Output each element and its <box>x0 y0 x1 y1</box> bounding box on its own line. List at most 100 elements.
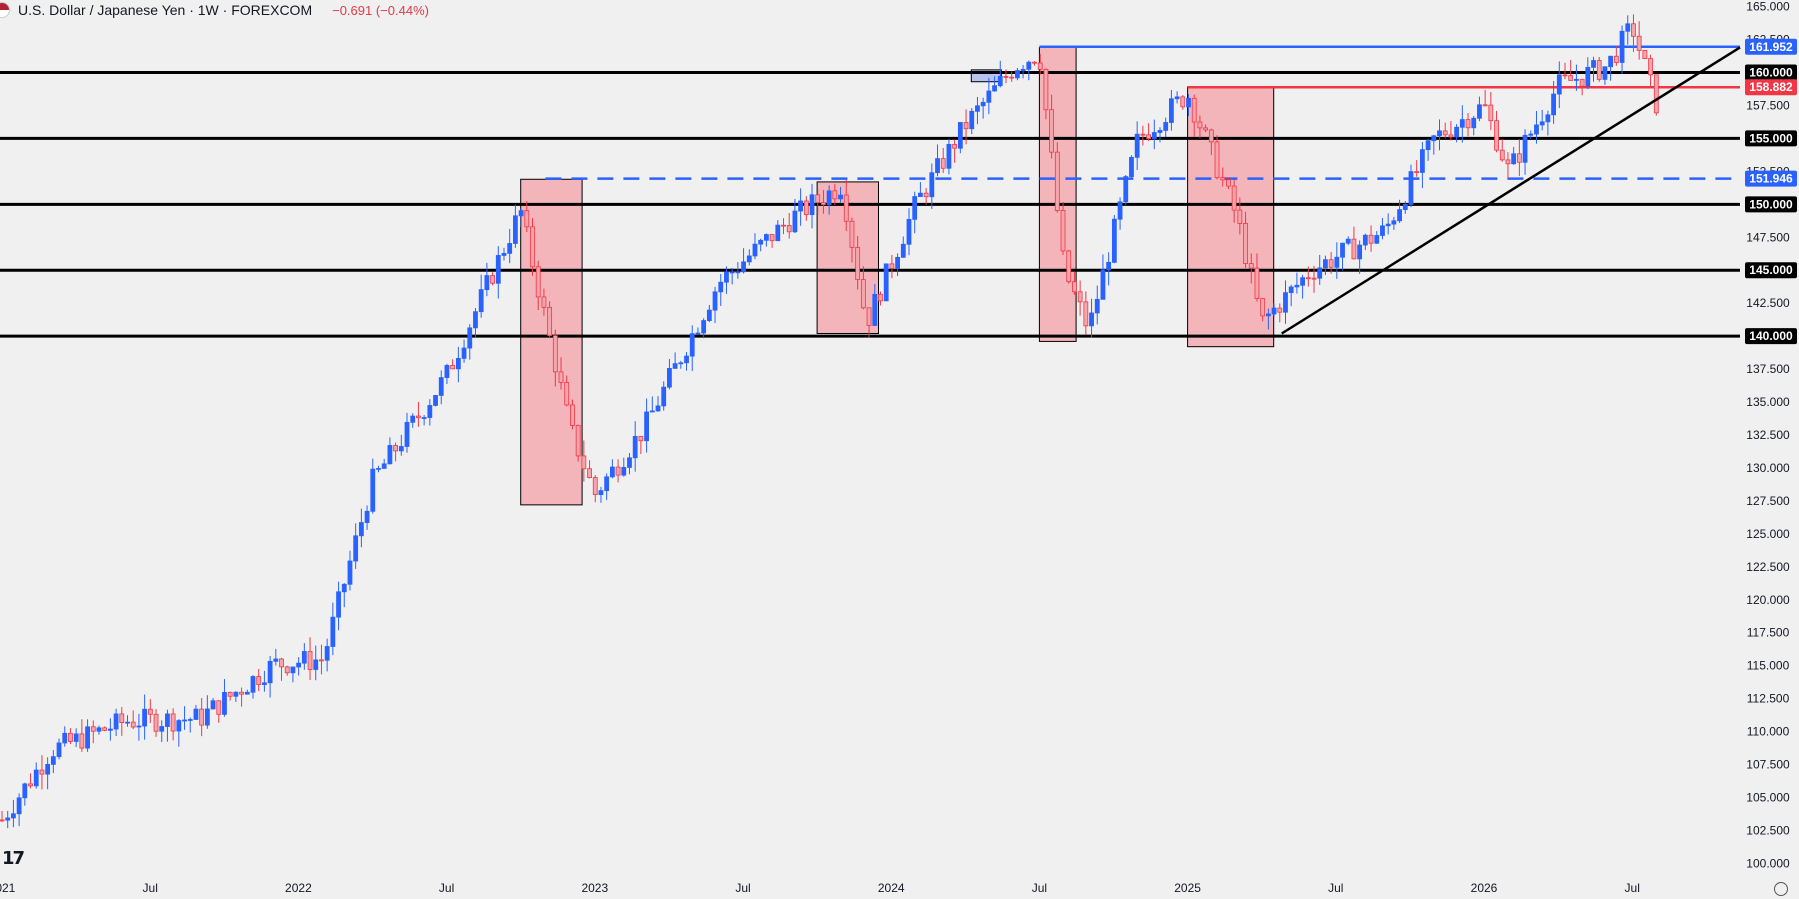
candle-body <box>1539 121 1545 126</box>
candle-body <box>1505 159 1511 165</box>
x-tick-label: 2024 <box>878 881 905 895</box>
candle-body <box>689 333 695 357</box>
candle-body <box>1391 220 1397 225</box>
x-tick-label: Jul <box>1032 881 1047 895</box>
x-tick-label: 2021 <box>0 881 16 895</box>
candle-body <box>1642 49 1648 60</box>
candle-body <box>170 713 176 732</box>
candle-body <box>986 90 992 103</box>
candle-body <box>1106 261 1112 271</box>
candle-body <box>336 591 341 618</box>
candle-body <box>1083 301 1089 327</box>
candle-body <box>159 726 165 732</box>
candle-body <box>1511 153 1517 165</box>
candle-body <box>1585 66 1591 87</box>
level-label: 158.882 <box>1749 80 1793 94</box>
level-label-bg <box>1745 38 1797 55</box>
candle-body <box>878 293 883 302</box>
candle-body <box>512 215 518 244</box>
candle-body <box>1437 130 1442 137</box>
candle-body <box>769 234 775 242</box>
candle-body <box>980 101 986 107</box>
y-tick-label: 165.000 <box>1746 0 1790 14</box>
candle-body <box>1454 126 1460 138</box>
candle-body <box>558 371 564 383</box>
candle-body <box>33 769 39 787</box>
candle-body <box>1032 61 1037 64</box>
candle-body <box>484 275 490 291</box>
y-tick-label: 142.500 <box>1746 296 1790 310</box>
candle-body <box>1100 269 1106 300</box>
candle-body <box>803 200 809 216</box>
candle-body <box>1482 104 1488 107</box>
symbol-title[interactable]: U.S. Dollar / Japanese Yen · 1W · FOREXC… <box>18 2 313 18</box>
candle-body <box>1157 130 1163 133</box>
highlight-box-0 <box>520 178 583 506</box>
candle-body <box>570 404 575 426</box>
candle-body <box>1020 68 1026 71</box>
candle-body <box>889 263 895 269</box>
candle-body <box>444 365 450 378</box>
candle-body <box>1151 132 1157 139</box>
candle-body <box>147 708 153 715</box>
candle-body <box>1608 55 1614 68</box>
candle-body <box>1648 58 1653 76</box>
candle-body <box>1499 149 1505 161</box>
candle-body <box>798 200 804 212</box>
candle-body <box>50 756 56 765</box>
y-tick-label: 132.500 <box>1746 428 1790 442</box>
candle-body <box>809 194 815 216</box>
candle-body <box>199 708 205 726</box>
candle-body <box>1043 68 1049 111</box>
candle-body <box>381 463 387 469</box>
y-tick-label: 127.500 <box>1746 494 1790 508</box>
candle-body <box>330 616 336 647</box>
y-tick-label: 122.500 <box>1746 560 1790 574</box>
candle-body <box>929 172 935 198</box>
candle-body <box>1636 35 1642 51</box>
candle-body <box>1545 114 1551 123</box>
candle-body <box>957 122 963 149</box>
settings-icon[interactable] <box>1774 882 1788 896</box>
candle-body <box>918 192 923 197</box>
candle-body <box>1380 225 1385 236</box>
candle-body <box>969 110 975 130</box>
candle-body <box>438 377 444 396</box>
candle-body <box>609 466 615 478</box>
candle-body <box>1300 277 1306 286</box>
x-tick-label: 2026 <box>1471 881 1498 895</box>
candle-body <box>718 281 724 293</box>
candle-body <box>1277 307 1283 313</box>
candle-body <box>706 309 712 321</box>
candle-body <box>1328 259 1334 268</box>
candle-body <box>495 255 501 284</box>
candle-body <box>741 261 746 273</box>
candle-body <box>284 666 290 674</box>
candle-body <box>290 666 296 674</box>
tradingview-logo-icon[interactable]: 17 <box>2 848 25 869</box>
candle-body <box>1625 23 1631 32</box>
candle-body <box>410 415 416 423</box>
candle-body <box>992 85 997 92</box>
candle-body <box>564 382 570 406</box>
candle-body <box>393 445 399 452</box>
x-tick-label: Jul <box>439 881 454 895</box>
candle-body <box>39 769 45 775</box>
candle-body <box>1357 244 1363 260</box>
candle-body <box>233 691 239 697</box>
candle-body <box>1123 176 1129 203</box>
candle-body <box>1146 134 1151 139</box>
candle-body <box>1459 119 1465 128</box>
candle-body <box>1619 30 1625 63</box>
x-tick-label: 2023 <box>581 881 608 895</box>
candle-body <box>1323 259 1328 269</box>
candle-body <box>187 719 193 721</box>
candle-body <box>1368 234 1374 244</box>
candle-body <box>182 719 187 722</box>
candle-body <box>490 275 495 284</box>
level-label: 145.000 <box>1749 263 1793 277</box>
candle-body <box>826 190 832 206</box>
candle-body <box>262 682 267 685</box>
